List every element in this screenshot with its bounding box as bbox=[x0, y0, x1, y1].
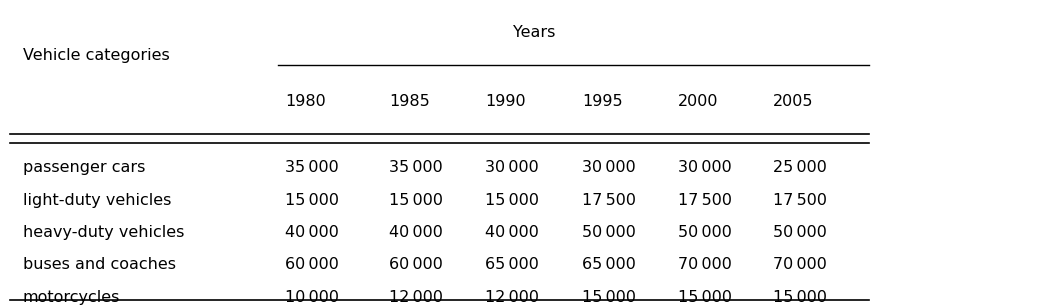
Text: 15 000: 15 000 bbox=[285, 193, 339, 208]
Text: 1980: 1980 bbox=[285, 94, 326, 109]
Text: 1990: 1990 bbox=[485, 94, 526, 109]
Text: 50 000: 50 000 bbox=[773, 225, 826, 240]
Text: light-duty vehicles: light-duty vehicles bbox=[23, 193, 171, 208]
Text: 1985: 1985 bbox=[389, 94, 429, 109]
Text: 40 000: 40 000 bbox=[389, 225, 443, 240]
Text: 35 000: 35 000 bbox=[285, 160, 339, 175]
Text: motorcycles: motorcycles bbox=[23, 290, 120, 305]
Text: 65 000: 65 000 bbox=[582, 257, 636, 272]
Text: heavy-duty vehicles: heavy-duty vehicles bbox=[23, 225, 185, 240]
Text: 60 000: 60 000 bbox=[285, 257, 339, 272]
Text: 30 000: 30 000 bbox=[485, 160, 539, 175]
Text: 30 000: 30 000 bbox=[582, 160, 636, 175]
Text: 2000: 2000 bbox=[678, 94, 719, 109]
Text: 25 000: 25 000 bbox=[773, 160, 826, 175]
Text: 70 000: 70 000 bbox=[773, 257, 826, 272]
Text: 12 000: 12 000 bbox=[389, 290, 443, 305]
Text: 15 000: 15 000 bbox=[485, 193, 539, 208]
Text: 40 000: 40 000 bbox=[485, 225, 539, 240]
Text: 17 500: 17 500 bbox=[582, 193, 636, 208]
Text: 30 000: 30 000 bbox=[678, 160, 732, 175]
Text: 12 000: 12 000 bbox=[485, 290, 539, 305]
Text: 15 000: 15 000 bbox=[773, 290, 826, 305]
Text: Vehicle categories: Vehicle categories bbox=[23, 48, 170, 63]
Text: 10 000: 10 000 bbox=[285, 290, 339, 305]
Text: Years: Years bbox=[513, 25, 555, 40]
Text: 40 000: 40 000 bbox=[285, 225, 339, 240]
Text: 2005: 2005 bbox=[773, 94, 813, 109]
Text: 60 000: 60 000 bbox=[389, 257, 443, 272]
Text: 50 000: 50 000 bbox=[582, 225, 636, 240]
Text: 15 000: 15 000 bbox=[389, 193, 443, 208]
Text: 35 000: 35 000 bbox=[389, 160, 443, 175]
Text: 65 000: 65 000 bbox=[485, 257, 539, 272]
Text: 15 000: 15 000 bbox=[582, 290, 636, 305]
Text: 15 000: 15 000 bbox=[678, 290, 732, 305]
Text: passenger cars: passenger cars bbox=[23, 160, 145, 175]
Text: 1995: 1995 bbox=[582, 94, 622, 109]
Text: buses and coaches: buses and coaches bbox=[23, 257, 176, 272]
Text: 17 500: 17 500 bbox=[678, 193, 732, 208]
Text: 70 000: 70 000 bbox=[678, 257, 732, 272]
Text: 50 000: 50 000 bbox=[678, 225, 732, 240]
Text: 17 500: 17 500 bbox=[773, 193, 826, 208]
